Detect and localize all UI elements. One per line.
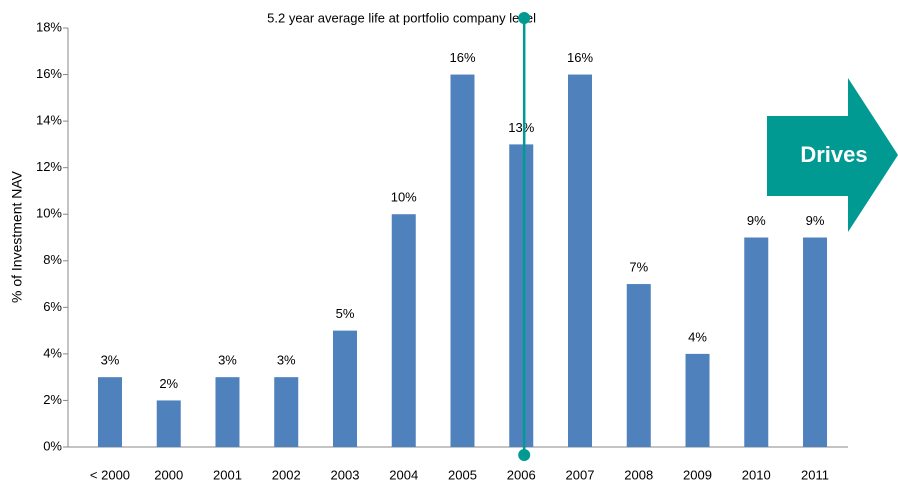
bar (685, 353, 710, 447)
x-tick-label: 2004 (389, 467, 418, 482)
bar (626, 284, 651, 447)
x-tick-label: 2009 (683, 467, 712, 482)
drives-label: Drives (800, 142, 867, 167)
bar (215, 377, 240, 447)
value-label: 3% (277, 353, 296, 368)
y-tick-label: 6% (43, 299, 62, 314)
drives-arrow (767, 78, 898, 232)
value-label: 5% (336, 306, 355, 321)
y-tick-label: 14% (36, 113, 62, 128)
y-tick-label: 18% (36, 19, 62, 34)
value-label: 3% (101, 353, 120, 368)
y-tick-label: 4% (43, 345, 62, 360)
value-label: 3% (218, 353, 237, 368)
value-label: 16% (449, 50, 475, 65)
value-label: 10% (391, 190, 417, 205)
bar (97, 377, 122, 447)
y-tick-label: 2% (43, 392, 62, 407)
y-tick-label: 10% (36, 206, 62, 221)
y-tick-label: 12% (36, 159, 62, 174)
value-label: 16% (567, 50, 593, 65)
x-tick-label: 2000 (154, 467, 183, 482)
bar (744, 237, 769, 447)
x-tick-label: 2001 (213, 467, 242, 482)
value-label: 9% (747, 213, 766, 228)
bar (391, 214, 416, 447)
value-label: 2% (159, 376, 178, 391)
x-tick-label: 2006 (507, 467, 536, 482)
x-tick-label: < 2000 (90, 467, 130, 482)
y-axis-label: % of Investment NAV (9, 170, 25, 303)
bar (156, 400, 181, 447)
value-label: 9% (806, 213, 825, 228)
average-life-dot-top (518, 12, 531, 24)
x-tick-label: 2005 (448, 467, 477, 482)
y-tick-label: 8% (43, 252, 62, 267)
value-label: 4% (688, 329, 707, 344)
x-tick-label: 2002 (272, 467, 301, 482)
bar (332, 330, 357, 447)
average-life-dot-bottom (518, 449, 531, 461)
x-tick-label: 2011 (801, 467, 829, 482)
bar (450, 74, 475, 448)
x-tick-label: 2008 (624, 467, 653, 482)
bar (274, 377, 299, 447)
annotation: 5.2 year average life at portfolio compa… (267, 10, 536, 25)
value-label: 13% (508, 120, 534, 135)
x-tick-label: 2010 (742, 467, 771, 482)
bar (803, 237, 828, 447)
bar (568, 74, 593, 448)
x-tick-label: 2003 (331, 467, 360, 482)
bar (509, 144, 534, 447)
value-label: 7% (629, 259, 648, 274)
y-tick-label: 16% (36, 66, 62, 81)
y-tick-label: 0% (43, 438, 62, 453)
x-tick-label: 2007 (566, 467, 595, 482)
